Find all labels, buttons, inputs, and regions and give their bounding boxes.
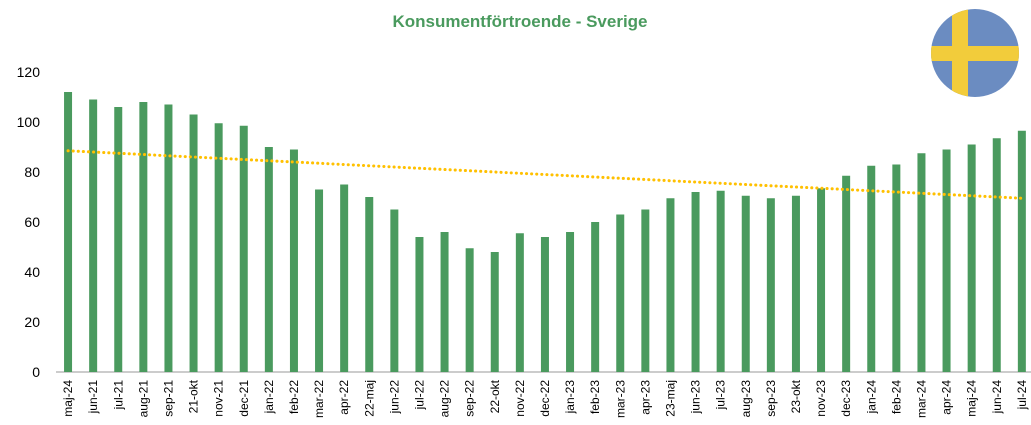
x-tick-label: maj-24: [965, 380, 979, 417]
bar: [164, 104, 173, 372]
bar: [566, 232, 575, 372]
x-tick-label: 21-okt: [187, 379, 201, 413]
bar: [641, 209, 650, 372]
bar: [591, 222, 600, 372]
x-tick-label: sep-22: [463, 380, 477, 417]
x-tick-label: dec-21: [237, 380, 251, 417]
bar: [340, 184, 349, 372]
x-tick-label: jun-23: [689, 380, 703, 415]
bar: [942, 149, 951, 372]
bar: [189, 114, 198, 372]
x-tick-label: sep-21: [161, 380, 175, 417]
bar: [867, 165, 876, 372]
x-tick-label: mar-22: [312, 380, 326, 418]
x-tick-label: feb-24: [889, 380, 903, 414]
y-tick-label: 120: [17, 64, 41, 80]
x-tick-label: jun-22: [387, 380, 401, 415]
bar: [114, 107, 123, 372]
y-tick-label: 80: [24, 164, 40, 180]
x-tick-label: apr-23: [638, 380, 652, 415]
x-tick-label: feb-22: [287, 380, 301, 414]
x-tick-label: apr-24: [940, 380, 954, 415]
x-tick-label: mar-23: [613, 380, 627, 418]
x-tick-label: aug-21: [136, 380, 150, 418]
bar: [239, 125, 248, 372]
bar: [214, 123, 223, 372]
x-tick-label: jul-24: [1015, 380, 1029, 411]
bar: [89, 99, 98, 372]
bar: [892, 164, 901, 372]
x-tick-label: apr-22: [337, 380, 351, 415]
bar: [415, 237, 424, 372]
x-tick-label: jan-23: [563, 380, 577, 415]
bar: [666, 198, 675, 372]
bar: [365, 197, 374, 372]
y-tick-label: 100: [17, 114, 41, 130]
x-tick-label: 23-okt: [789, 379, 803, 413]
bar: [716, 190, 725, 372]
x-tick-label: jun-24: [990, 380, 1004, 415]
x-tick-label: aug-23: [739, 380, 753, 418]
x-tick-label: jan-22: [262, 380, 276, 415]
bar: [390, 209, 399, 372]
y-tick-label: 40: [24, 264, 40, 280]
x-tick-label: jun-21: [86, 380, 100, 415]
x-tick-label: nov-21: [212, 380, 226, 417]
bar: [515, 233, 524, 372]
x-tick-label: feb-23: [588, 380, 602, 414]
bar: [817, 188, 826, 372]
x-tick-label: dec-23: [839, 380, 853, 417]
bar: [741, 195, 750, 372]
bar: [540, 237, 549, 372]
sweden-flag: [931, 9, 1019, 97]
x-tick-label: aug-22: [438, 380, 452, 418]
bar: [315, 189, 324, 372]
x-tick-label: jan-24: [864, 380, 878, 415]
bar: [440, 232, 449, 372]
trendline: [66, 149, 1024, 200]
chart-title: Konsumentförtroende - Sverige: [392, 12, 647, 31]
x-tick-label: nov-22: [513, 380, 527, 417]
x-tick-label: nov-23: [814, 380, 828, 417]
y-tick-label: 0: [32, 364, 40, 380]
x-tick-label: mar-24: [914, 380, 928, 418]
bar: [616, 214, 625, 372]
bar: [1017, 130, 1026, 372]
y-tick-label: 60: [24, 214, 40, 230]
bar: [289, 149, 298, 372]
x-tick-label: dec-22: [538, 380, 552, 417]
bar: [967, 144, 976, 372]
bar: [64, 92, 73, 372]
bar: [264, 147, 273, 372]
x-tick-label: jul-23: [714, 380, 728, 411]
x-tick-label: 23-maj: [663, 380, 677, 417]
x-tick-label: jul-22: [412, 380, 426, 411]
bar: [917, 153, 926, 372]
bar: [992, 138, 1001, 372]
x-tick-label: 22-okt: [488, 379, 502, 413]
x-tick-label: jul-21: [111, 380, 125, 411]
bar: [766, 198, 775, 372]
bar: [139, 102, 148, 372]
bar: [490, 252, 499, 372]
bar: [465, 248, 474, 372]
x-tick-label: 22-maj: [362, 380, 376, 417]
x-tick-label: maj-24: [61, 380, 75, 417]
x-tick-label: sep-23: [764, 380, 778, 417]
y-tick-label: 20: [24, 314, 40, 330]
bar: [791, 195, 800, 372]
bar: [691, 192, 700, 372]
bar: [842, 175, 851, 372]
